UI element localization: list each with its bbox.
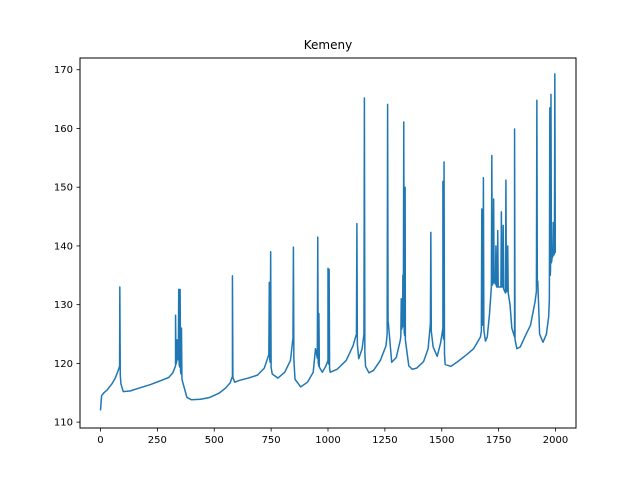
x-tick-label: 0 (97, 435, 103, 446)
y-tick-label: 130 (54, 300, 73, 311)
x-tick-label: 250 (148, 435, 167, 446)
x-tick-label: 750 (262, 435, 281, 446)
x-tick-label: 1000 (315, 435, 340, 446)
y-tick-label: 150 (54, 183, 73, 194)
x-tick-label: 2000 (543, 435, 568, 446)
x-tick-label: 500 (205, 435, 224, 446)
y-tick-label: 170 (54, 65, 73, 76)
y-tick-label: 120 (54, 359, 73, 370)
x-tick-label: 1750 (486, 435, 511, 446)
x-tick-label: 1500 (429, 435, 454, 446)
x-tick-label: 1250 (372, 435, 397, 446)
y-tick-label: 140 (54, 241, 73, 252)
series-line (99, 73, 557, 411)
y-tick-label: 160 (54, 124, 73, 135)
chart-title: Kemeny (304, 38, 352, 52)
y-tick-label: 110 (54, 418, 73, 429)
